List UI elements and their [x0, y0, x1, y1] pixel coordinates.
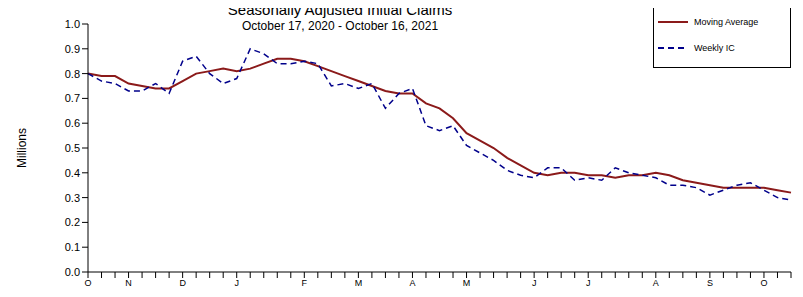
html-text:October 17, 2020 - October 16,: October 17, 2020 - October 16, 2021	[241, 19, 439, 33]
svg-text:J: J	[532, 278, 537, 288]
svg-text:0.0: 0.0	[65, 266, 80, 278]
svg-text:0.1: 0.1	[65, 241, 80, 253]
svg-text:D: D	[179, 278, 186, 288]
svg-text:J: J	[586, 278, 591, 288]
svg-text:Millions: Millions	[15, 128, 29, 168]
html-text:Moving Average: Moving Average	[694, 17, 759, 27]
svg-text:A: A	[409, 278, 415, 288]
svg-text:0.6: 0.6	[65, 117, 80, 129]
svg-text:S: S	[707, 278, 713, 288]
svg-text:0.3: 0.3	[65, 192, 80, 204]
svg-text:0.4: 0.4	[65, 167, 80, 179]
svg-text:0.7: 0.7	[65, 92, 80, 104]
svg-text:J: J	[234, 278, 239, 288]
svg-text:F: F	[302, 278, 308, 288]
svg-text:0.2: 0.2	[65, 216, 80, 228]
svg-text:M: M	[463, 278, 471, 288]
svg-text:O: O	[760, 278, 767, 288]
svg-text:N: N	[125, 278, 132, 288]
html-text:Weekly IC: Weekly IC	[694, 43, 735, 53]
html-text:Seasonally Adjusted Initial Cl: Seasonally Adjusted Initial Claims	[227, 1, 453, 18]
svg-text:A: A	[653, 278, 659, 288]
svg-text:O: O	[84, 278, 91, 288]
svg-text:0.5: 0.5	[65, 142, 80, 154]
svg-text:1.0: 1.0	[65, 18, 80, 30]
svg-text:M: M	[355, 278, 363, 288]
svg-text:0.9: 0.9	[65, 43, 80, 55]
svg-text:0.8: 0.8	[65, 68, 80, 80]
